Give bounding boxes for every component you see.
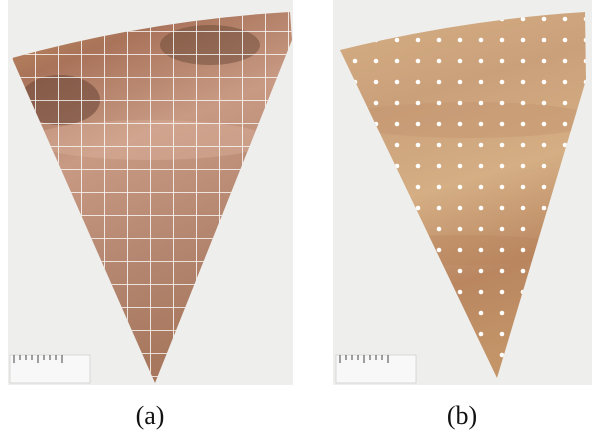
- ruler: [336, 355, 416, 383]
- caption: (a): [136, 401, 165, 430]
- figure: (a) (b): [0, 0, 594, 443]
- ruler: [10, 355, 90, 383]
- caption: (b): [447, 401, 477, 430]
